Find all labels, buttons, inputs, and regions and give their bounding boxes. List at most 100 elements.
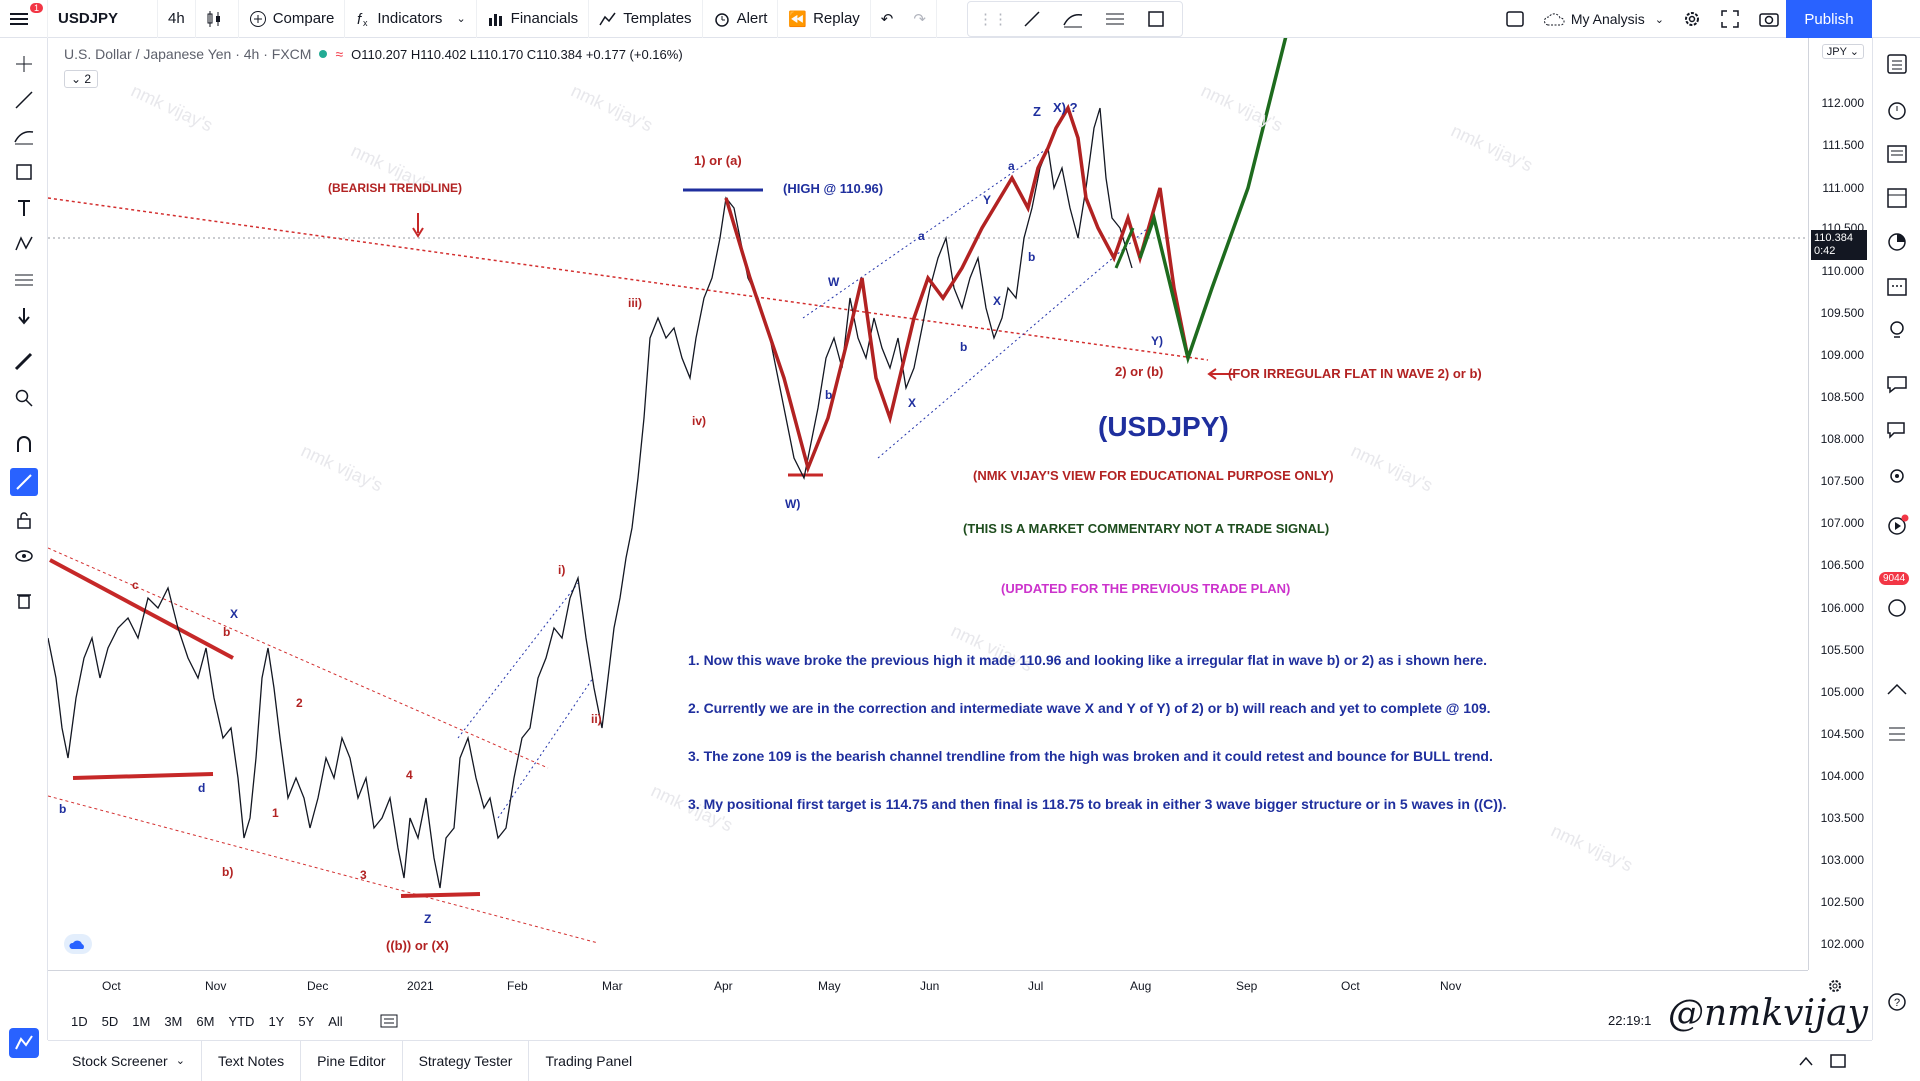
eye-icon xyxy=(15,550,33,562)
low-line[interactable] xyxy=(400,892,481,898)
ruler-tool[interactable] xyxy=(12,350,36,374)
zoom-tool[interactable] xyxy=(12,386,36,410)
help-icon[interactable]: ? xyxy=(1885,990,1909,1014)
layout-icon[interactable] xyxy=(1505,9,1525,29)
magnet-tool[interactable] xyxy=(12,432,36,456)
dom-icon[interactable] xyxy=(1885,722,1909,746)
redo-button[interactable]: ↷ xyxy=(903,0,937,38)
pen-icon[interactable] xyxy=(1022,9,1042,29)
time-axis[interactable]: Oct Nov Dec 2021 Feb Mar Apr May Jun Jul… xyxy=(48,970,1841,1001)
remove-tool[interactable] xyxy=(12,588,36,612)
publish-button[interactable]: Publish xyxy=(1786,0,1872,38)
templates-button[interactable]: Templates xyxy=(589,0,703,38)
price-axis[interactable]: JPY ⌄ 112.000 111.500 111.000 110.500 11… xyxy=(1808,38,1872,970)
tab-stock-screener[interactable]: Stock Screener ⌄ xyxy=(48,1040,202,1081)
templates-icon xyxy=(599,12,616,25)
tab-text-notes[interactable]: Text Notes xyxy=(202,1040,302,1081)
chat-icon[interactable] xyxy=(1885,372,1909,396)
timeframe-button[interactable]: All xyxy=(328,1013,343,1029)
updated-note: (UPDATED FOR THE PREVIOUS TRADE PLAN) xyxy=(1001,581,1291,596)
arrow-tool[interactable] xyxy=(12,304,36,328)
tv-logo[interactable] xyxy=(64,934,92,954)
alert-button[interactable]: Alert xyxy=(703,0,779,38)
timeframe-button[interactable]: 5D xyxy=(101,1013,119,1029)
brush-icon[interactable] xyxy=(1062,9,1084,29)
channel-line-upper[interactable] xyxy=(48,547,549,769)
pattern-tool[interactable] xyxy=(12,232,36,256)
author-signature: @nmkvijay xyxy=(1668,993,1868,1034)
notifications-icon[interactable] xyxy=(1885,596,1909,620)
timeframe-button[interactable]: 1D xyxy=(71,1013,88,1029)
timeframe-button[interactable]: 6M xyxy=(196,1013,215,1029)
legend-collapse-button[interactable]: ⌄ 2 xyxy=(64,70,99,88)
bearish-trendline[interactable] xyxy=(48,197,1209,361)
shape-tool[interactable] xyxy=(12,160,36,184)
hide-tool[interactable] xyxy=(12,544,36,568)
svg-text:x: x xyxy=(363,18,368,28)
calendar-icon[interactable] xyxy=(1885,274,1909,298)
undo-button[interactable]: ↶ xyxy=(871,0,904,38)
time-label: Apr xyxy=(714,979,733,993)
support-line[interactable] xyxy=(72,772,214,780)
live-icon[interactable] xyxy=(1885,514,1909,538)
symbol-search[interactable]: USDJPY xyxy=(48,0,158,38)
tab-strategy-tester[interactable]: Strategy Tester xyxy=(403,1040,530,1081)
lock-tool[interactable] xyxy=(12,508,36,532)
crosshair-tool[interactable] xyxy=(12,52,36,76)
lines-icon[interactable] xyxy=(1104,9,1126,29)
gear-icon[interactable] xyxy=(1826,977,1844,995)
timeframe-button[interactable]: 3M xyxy=(164,1013,183,1029)
symbol-title[interactable]: U.S. Dollar / Japanese Yen · 4h · FXCM xyxy=(64,46,312,62)
go-to-date-icon[interactable] xyxy=(380,1013,398,1029)
text-tool[interactable] xyxy=(12,196,36,220)
last-price-badge: 110.384 0:42 xyxy=(1811,230,1867,260)
rising-channel-a[interactable] xyxy=(457,582,579,739)
fib-tool[interactable] xyxy=(12,124,36,148)
crosshair-icon xyxy=(16,56,32,72)
gear-icon[interactable] xyxy=(1682,9,1702,29)
camera-icon[interactable] xyxy=(1758,9,1780,29)
community-logo[interactable] xyxy=(9,1028,39,1058)
timeframe-button[interactable]: 1Y xyxy=(268,1013,285,1029)
stay-drawing-tool[interactable] xyxy=(10,468,38,496)
tab-pine-editor[interactable]: Pine Editor xyxy=(301,1040,403,1081)
financials-button[interactable]: Financials xyxy=(477,0,590,38)
compare-button[interactable]: Compare xyxy=(239,0,346,38)
resistance-line[interactable] xyxy=(49,558,234,660)
hotlist-icon[interactable] xyxy=(1885,230,1909,254)
timeframe-button[interactable]: 5Y xyxy=(298,1013,315,1029)
chevron-down-icon[interactable]: ⌄ xyxy=(1654,13,1664,26)
ideas-icon[interactable] xyxy=(1885,318,1909,342)
chevron-up-icon[interactable] xyxy=(1798,1055,1814,1067)
timeframe-button[interactable]: YTD xyxy=(228,1013,255,1029)
upper-channel-bottom[interactable] xyxy=(877,227,1149,459)
news-icon[interactable] xyxy=(1885,142,1909,166)
chats-icon[interactable] xyxy=(1885,418,1909,442)
watchlist-icon[interactable] xyxy=(1885,52,1909,76)
tab-trading-panel[interactable]: Trading Panel xyxy=(545,1052,633,1069)
menu-button[interactable]: 1 xyxy=(0,0,48,38)
rising-channel-b[interactable] xyxy=(497,677,594,819)
timeframe-button[interactable]: 1M xyxy=(132,1013,151,1029)
rectangle-icon[interactable] xyxy=(1146,9,1166,29)
alert-label: Alert xyxy=(736,10,768,27)
my-analysis-button[interactable]: My Analysis xyxy=(1570,11,1645,27)
maximize-panel-icon[interactable] xyxy=(1830,1054,1846,1068)
order-panel-icon[interactable] xyxy=(1885,678,1909,702)
chart-style-button[interactable] xyxy=(196,0,239,38)
interval-button[interactable]: 4h xyxy=(158,0,196,38)
drag-handle-icon[interactable]: ⋮⋮ xyxy=(977,10,1008,28)
prediction-tool[interactable] xyxy=(12,268,36,292)
currency-button[interactable]: JPY ⌄ xyxy=(1821,44,1864,59)
trendline-tool[interactable] xyxy=(12,88,36,112)
chart-canvas[interactable]: nmk vijay's nmk vijay's nmk vijay's nmk … xyxy=(48,38,1868,1034)
streams-icon[interactable] xyxy=(1885,464,1909,488)
replay-button[interactable]: ⏪ Replay xyxy=(778,0,871,38)
fullscreen-icon[interactable] xyxy=(1720,9,1740,29)
data-window-icon[interactable] xyxy=(1885,186,1909,210)
zoom-in-icon xyxy=(15,389,33,407)
clock[interactable]: 22:19:1 xyxy=(1608,1013,1652,1028)
alarm-clock-icon[interactable] xyxy=(1885,98,1909,122)
channel-line-lower[interactable] xyxy=(48,795,599,944)
